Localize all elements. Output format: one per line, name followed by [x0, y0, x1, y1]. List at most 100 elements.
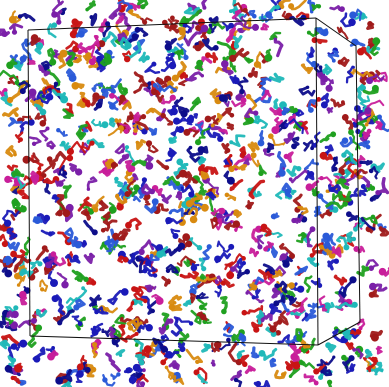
protein-fragment	[372, 227, 375, 230]
protein-fragment	[291, 143, 297, 149]
protein-fragment	[211, 124, 215, 128]
protein-fragment	[104, 241, 108, 245]
protein-fragment	[330, 187, 335, 192]
protein-fragment	[40, 287, 44, 291]
protein-fragment	[78, 321, 83, 326]
protein-fragment	[202, 6, 206, 10]
protein-fragment	[221, 60, 229, 68]
protein-fragment	[156, 117, 161, 122]
protein-fragment	[142, 177, 147, 182]
protein-fragment	[141, 114, 146, 119]
protein-fragment	[371, 334, 379, 342]
protein-fragment	[232, 67, 236, 71]
protein-fragment	[344, 279, 348, 283]
protein-fragment	[349, 11, 356, 18]
protein-fragment	[244, 269, 250, 275]
protein-fragment	[229, 140, 233, 144]
protein-fragment	[179, 170, 187, 178]
protein-fragment	[228, 23, 234, 29]
protein-fragment	[326, 85, 333, 92]
protein-fragment	[251, 284, 257, 290]
protein-fragment	[85, 8, 88, 11]
protein-fragment	[147, 305, 151, 309]
protein-fragment	[180, 346, 186, 352]
protein-fragment	[190, 296, 194, 300]
protein-fragment	[11, 358, 16, 363]
protein-fragment	[209, 17, 213, 21]
protein-fragment	[128, 115, 133, 120]
protein-fragment	[242, 362, 247, 367]
protein-fragment	[260, 82, 263, 85]
protein-fragment	[230, 113, 235, 118]
protein-fragment	[198, 19, 205, 26]
protein-fragment	[123, 257, 129, 263]
protein-fragment	[327, 380, 332, 385]
protein-fragment	[366, 267, 369, 270]
protein-fragment	[379, 226, 383, 230]
protein-fragment	[187, 301, 191, 305]
protein-fragment	[67, 155, 74, 162]
protein-fragment	[61, 141, 66, 146]
protein-fragment	[57, 210, 63, 216]
protein-fragment	[131, 301, 135, 305]
protein-fragment	[381, 368, 384, 371]
protein-fragment	[253, 327, 259, 333]
protein-fragment	[52, 22, 58, 28]
protein-fragment	[212, 217, 217, 222]
protein-fragment	[135, 27, 141, 33]
protein-fragment	[339, 6, 345, 12]
protein-fragment	[57, 180, 63, 186]
protein-fragment	[13, 305, 18, 310]
protein-fragment	[271, 126, 279, 134]
protein-fragment	[209, 192, 213, 196]
protein-fragment	[274, 38, 278, 42]
protein-fragment	[271, 214, 276, 219]
protein-fragment	[113, 13, 117, 17]
protein-fragment	[322, 233, 329, 240]
protein-fragment	[73, 255, 79, 261]
protein-fragment	[249, 368, 252, 371]
protein-fragment	[63, 210, 71, 218]
protein-fragment	[229, 154, 232, 157]
protein-fragment	[233, 220, 240, 227]
protein-fragment	[111, 162, 117, 168]
protein-fragment	[196, 60, 203, 67]
protein-fragment	[217, 136, 223, 142]
protein-fragment	[342, 201, 348, 207]
protein-fragment	[125, 145, 129, 149]
protein-fragment	[136, 141, 139, 144]
protein-fragment	[189, 146, 193, 150]
protein-fragment	[290, 312, 294, 316]
protein-fragment	[4, 220, 11, 227]
protein-fragment	[201, 266, 206, 271]
protein-fragment	[179, 378, 182, 381]
protein-fragment	[51, 251, 57, 257]
protein-fragment	[346, 211, 352, 217]
protein-fragment	[105, 21, 110, 26]
protein-fragment	[242, 310, 248, 316]
protein-fragment	[221, 281, 226, 286]
protein-fragment	[84, 211, 89, 216]
protein-fragment	[159, 80, 164, 85]
protein-fragment	[168, 137, 173, 142]
protein-fragment	[308, 304, 311, 307]
protein-fragment	[326, 190, 329, 193]
molecular-render	[0, 0, 389, 387]
protein-fragment	[277, 320, 282, 325]
protein-fragment	[281, 110, 286, 115]
protein-fragment	[377, 115, 382, 120]
protein-fragment	[134, 288, 139, 293]
protein-fragment	[195, 360, 199, 364]
protein-fragment	[241, 151, 246, 156]
protein-fragment	[249, 192, 252, 195]
protein-fragment	[51, 346, 55, 350]
protein-fragment	[306, 86, 309, 89]
protein-fragment	[78, 31, 85, 38]
protein-fragment	[308, 107, 314, 113]
protein-fragment	[366, 145, 371, 150]
protein-fragment	[67, 61, 73, 67]
protein-fragment	[13, 153, 17, 157]
protein-fragment	[169, 62, 176, 69]
protein-fragment	[119, 95, 125, 101]
protein-fragment	[184, 18, 189, 23]
